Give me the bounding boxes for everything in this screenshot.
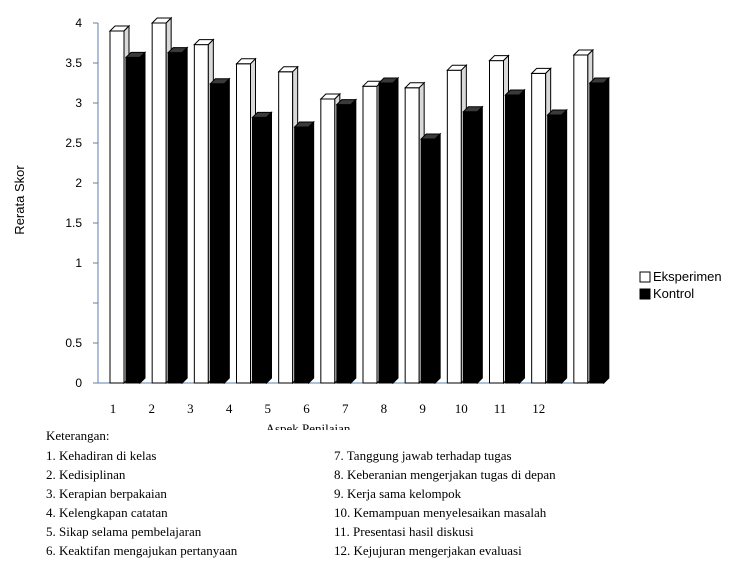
bar-side <box>561 108 568 385</box>
y-tick-label: 1 <box>75 256 82 270</box>
legend-label-eksperimen: Eksperimen <box>653 269 722 284</box>
note-item: 2. Kedisiplinan <box>46 467 126 482</box>
note-item: 11. Presentasi hasil diskusi <box>334 524 474 539</box>
bar-eksperimen <box>531 72 547 384</box>
bar-eksperimen <box>193 44 209 384</box>
note-item: 8. Keberanian mengerjakan tugas di depan <box>334 467 556 482</box>
bar-eksperimen <box>573 54 589 384</box>
bar-kontrol <box>547 114 563 384</box>
bar-side <box>266 111 272 385</box>
x-tick-label: 11 <box>494 401 507 416</box>
x-axis-title: Aspek Penilaian <box>266 421 351 430</box>
y-axis-title: Rerata Skor <box>12 165 27 235</box>
bar-eksperimen <box>109 30 125 384</box>
bar-side <box>181 46 188 385</box>
note-item: 5. Sikap selama pembelajaran <box>46 524 202 539</box>
bar-eksperimen <box>236 63 251 384</box>
bar-side <box>476 105 483 385</box>
notes-heading: Keterangan: <box>46 428 110 443</box>
x-tick-label: 10 <box>455 401 468 416</box>
legend-label-kontrol: Kontrol <box>653 286 694 301</box>
bar-eksperimen <box>320 98 336 384</box>
note-item: 6. Keaktifan mengajukan pertanyaan <box>46 543 238 558</box>
y-tick-label: 2 <box>75 176 82 190</box>
bar-side <box>350 98 357 385</box>
bar-side <box>434 132 441 385</box>
x-tick-label: 9 <box>419 401 426 416</box>
bar-eksperimen <box>362 85 378 384</box>
bar-eksperimen <box>446 69 462 384</box>
bar-kontrol <box>378 82 394 384</box>
x-tick-label: 5 <box>265 401 272 416</box>
bar-side <box>603 76 610 385</box>
y-tick-label: 3.5 <box>65 56 82 70</box>
bar-kontrol <box>420 138 436 384</box>
bar-side <box>308 120 315 385</box>
bar-kontrol <box>336 104 352 384</box>
x-tick-label: 2 <box>148 401 155 416</box>
note-item: 3. Kerapian berpakaian <box>46 486 167 501</box>
bar-side <box>519 88 525 385</box>
bar-kontrol <box>589 82 605 384</box>
y-tick-label: 3 <box>75 96 82 110</box>
legend-swatch-eksperimen <box>639 271 651 283</box>
bar-kontrol <box>167 52 183 384</box>
bar-kontrol <box>462 111 478 384</box>
bar-side <box>223 77 230 385</box>
bar-side <box>139 51 146 385</box>
bar-kontrol <box>209 83 225 384</box>
bar-eksperimen <box>489 60 504 384</box>
note-item: 12. Kejujuran mengerjakan evaluasi <box>334 543 522 558</box>
bar-kontrol <box>125 56 141 384</box>
y-tick-label: 1.5 <box>65 216 82 230</box>
y-tick-label: 0 <box>75 376 82 390</box>
y-tick-label: 2.5 <box>65 136 82 150</box>
bar-side <box>392 76 399 385</box>
bar-eksperimen <box>404 87 420 384</box>
notes-list: 1. Kehadiran di kelas 7. Tanggung jawab t… <box>46 447 726 559</box>
x-tick-label: 4 <box>226 401 233 416</box>
notes-panel: Keterangan: 1. Kehadiran di kelas 7. Tang… <box>46 428 726 559</box>
x-tick-label: 1 <box>110 401 117 416</box>
legend-swatch-kontrol <box>639 288 651 300</box>
bar-eksperimen <box>151 22 167 384</box>
bar-kontrol <box>505 94 520 384</box>
note-item: 9. Kerja sama kelompok <box>334 486 462 501</box>
y-tick-label: 0.5 <box>65 336 82 350</box>
bar-kontrol <box>294 126 310 384</box>
bar-kontrol <box>252 116 267 384</box>
note-item: 10. Kemampuan menyelesaikan masalah <box>334 505 547 520</box>
note-item: 1. Kehadiran di kelas <box>46 448 157 463</box>
note-item: 4. Kelengkapan catatan <box>46 505 168 520</box>
x-tick-label: 3 <box>187 401 194 416</box>
x-tick-label: 12 <box>532 401 545 416</box>
x-tick-label: 8 <box>381 401 388 416</box>
y-tick-label: 4 <box>75 16 82 30</box>
x-tick-label: 7 <box>342 401 349 416</box>
note-item: 7. Tanggung jawab terhadap tugas <box>334 448 512 463</box>
bar-eksperimen <box>278 71 294 384</box>
x-tick-label: 6 <box>303 401 310 416</box>
